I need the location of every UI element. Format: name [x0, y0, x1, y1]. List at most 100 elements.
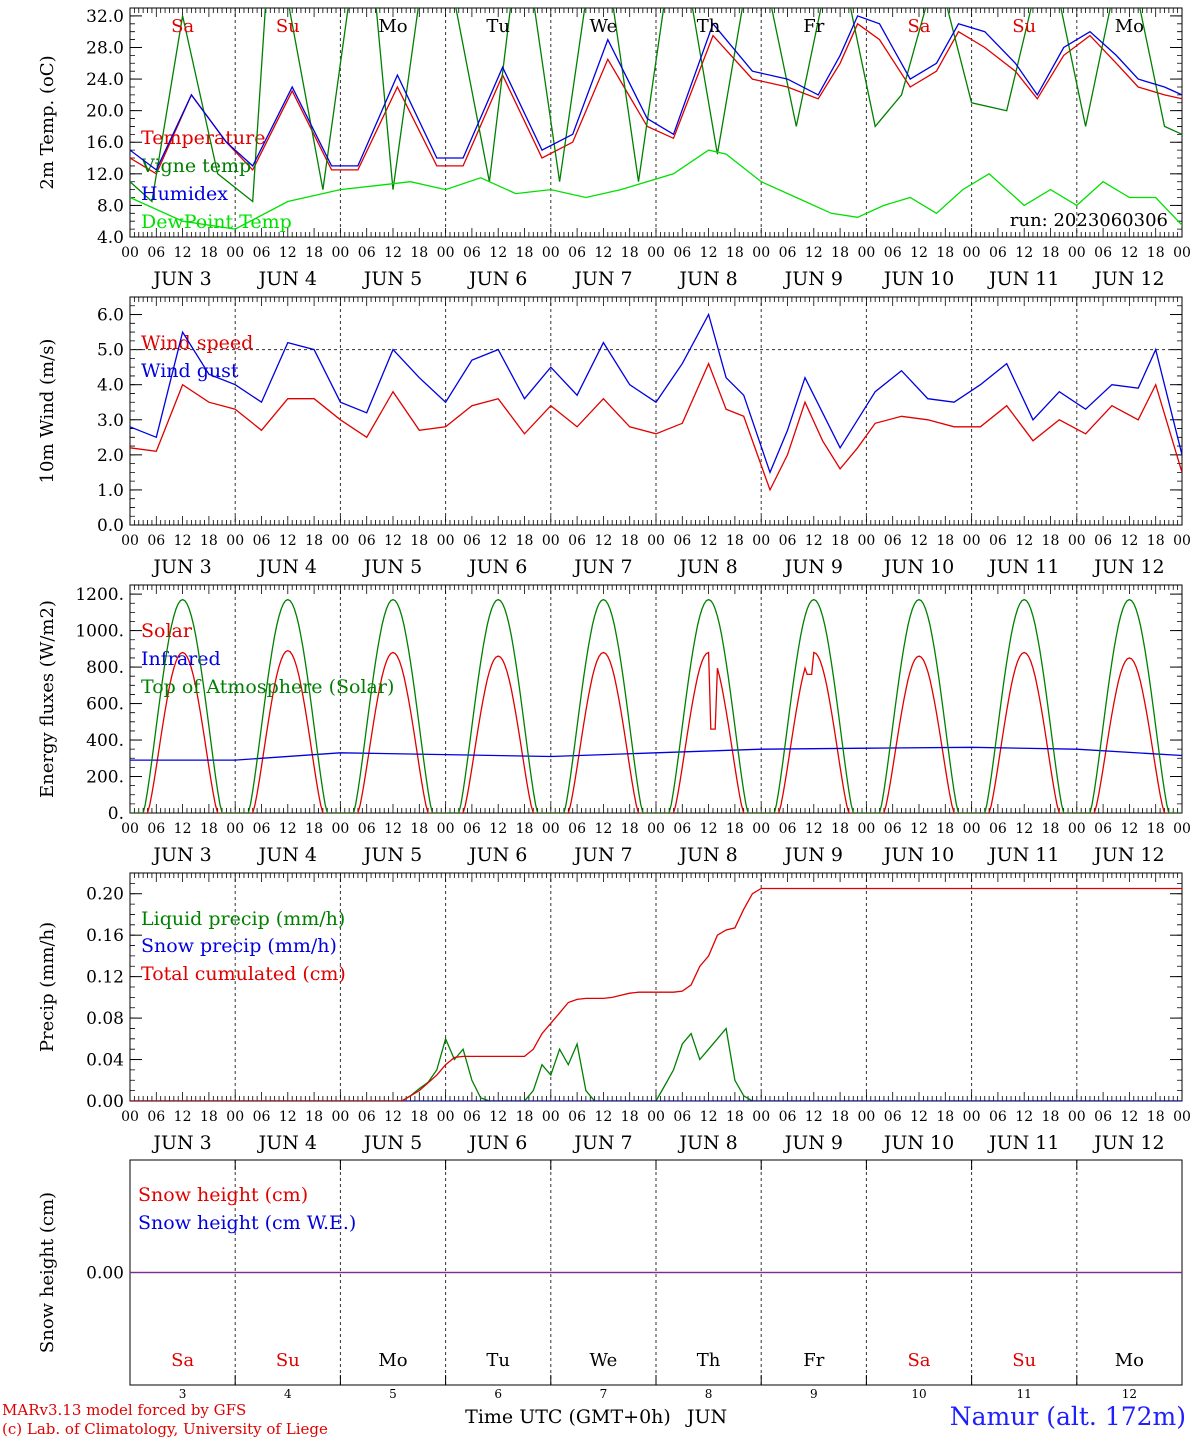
hour-tick-label: 00 [226, 245, 244, 261]
hour-tick-label: 12 [1120, 821, 1138, 837]
day-name-label: Sa [171, 16, 194, 37]
hour-tick-label: 12 [805, 821, 823, 837]
panel-3: 0. 200. 400. 600. 800. 1000. 1200. Energy fluxe… [37, 584, 1191, 866]
hour-tick-label: 06 [1094, 1109, 1112, 1125]
hour-tick-label: 12 [910, 821, 928, 837]
hour-tick-label: 00 [647, 1109, 665, 1125]
y-axis-label: Snow height (cm) [37, 1192, 58, 1353]
hour-tick-label: 06 [673, 533, 691, 549]
y-tick-label: 4.0 [97, 228, 124, 248]
hour-tick-label: 00 [1068, 533, 1086, 549]
series-total-cumulated-cm--line [130, 887, 1182, 1101]
hour-tick-label: 00 [1068, 1109, 1086, 1125]
y-tick-label: 1200. [75, 585, 124, 605]
day-name-label: Su [1012, 16, 1036, 37]
day-name-label: Su [1012, 1350, 1036, 1371]
day-name-label: Sa [907, 1350, 930, 1371]
hour-tick-label: 18 [621, 533, 639, 549]
day-number-label: 11 [1017, 1387, 1032, 1401]
hour-tick-label: 00 [752, 1109, 770, 1125]
hour-tick-label: 00 [1173, 245, 1191, 261]
hour-tick-label: 06 [779, 533, 797, 549]
y-axis-label: Precip (mm/h) [37, 922, 58, 1052]
hour-tick-label: 18 [410, 1109, 428, 1125]
hour-tick-label: 12 [1015, 1109, 1033, 1125]
hour-tick-label: 00 [437, 821, 455, 837]
day-name-label: Mo [1115, 1350, 1144, 1371]
date-label: JUN 6 [467, 844, 527, 866]
series-top-of-atmosphere-solar--line [130, 598, 1182, 813]
y-tick-label: 0.16 [86, 926, 124, 946]
hour-tick-label: 06 [147, 1109, 165, 1125]
hour-tick-label: 18 [621, 245, 639, 261]
hour-tick-label: 12 [700, 1109, 718, 1125]
hour-tick-label: 18 [621, 821, 639, 837]
hour-ticks [129, 585, 1183, 813]
date-label: JUN 4 [257, 268, 317, 290]
hour-tick-label: 00 [1068, 245, 1086, 261]
day-name-label: Mo [378, 16, 407, 37]
y-tick-label: 20.0 [86, 102, 124, 122]
hour-tick-label: 00 [121, 1109, 139, 1125]
day-name-label: Mo [378, 1350, 407, 1371]
date-label: JUN 12 [1092, 844, 1164, 866]
hour-tick-label: 00 [1173, 533, 1191, 549]
series-dewpoint-temp-line [130, 149, 1182, 230]
hour-tick-label: 12 [1015, 821, 1033, 837]
hour-tick-label: 12 [1120, 533, 1138, 549]
hour-tick-label: 12 [489, 821, 507, 837]
legend-entry: Wind speed [141, 332, 253, 354]
hour-tick-label: 00 [857, 533, 875, 549]
hour-tick-label: 18 [516, 533, 534, 549]
y-tick-label: 400. [86, 731, 124, 751]
hour-tick-label: 06 [673, 245, 691, 261]
hour-tick-label: 12 [489, 1109, 507, 1125]
day-name-label: Th [697, 1350, 721, 1371]
hour-tick-label: 00 [331, 821, 349, 837]
hour-tick-label: 18 [200, 1109, 218, 1125]
y-tick-label: 16.0 [86, 133, 124, 153]
hour-tick-label: 18 [410, 245, 428, 261]
hour-tick-label: 12 [489, 533, 507, 549]
date-label: JUN 10 [882, 556, 954, 578]
hour-tick-label: 00 [963, 1109, 981, 1125]
hour-tick-label: 12 [700, 533, 718, 549]
y-tick-label: 0.12 [86, 968, 124, 988]
day-number-label: 9 [810, 1387, 818, 1401]
hour-tick-label: 18 [1042, 245, 1060, 261]
date-label: JUN 12 [1092, 556, 1164, 578]
day-name-label: Fr [803, 16, 824, 37]
hour-tick-label: 06 [568, 245, 586, 261]
hour-tick-label: 06 [358, 821, 376, 837]
y-tick-label: 1.0 [97, 481, 124, 501]
date-label: JUN 10 [882, 1132, 954, 1154]
hour-tick-label: 12 [174, 533, 192, 549]
y-tick-label: 0. [108, 804, 124, 824]
y-tick-label: 800. [86, 658, 124, 678]
hour-tick-label: 12 [384, 245, 402, 261]
day-name-label: We [590, 1350, 618, 1371]
hour-tick-label: 06 [463, 245, 481, 261]
date-label: JUN 3 [151, 556, 211, 578]
day-number-label: 6 [494, 1387, 502, 1401]
hour-tick-label: 06 [884, 821, 902, 837]
date-label: JUN 12 [1092, 268, 1164, 290]
y-minor-ticks [130, 296, 1182, 526]
legend-entry: Top of Atmosphere (Solar) [141, 676, 394, 698]
day-name-label: Mo [1115, 16, 1144, 37]
hour-ticks [129, 8, 1183, 237]
y-tick-label: 0.20 [86, 885, 124, 905]
day-number-label: 8 [705, 1387, 713, 1401]
hour-tick-label: 12 [594, 821, 612, 837]
hour-tick-label: 12 [279, 245, 297, 261]
hour-tick-label: 18 [200, 245, 218, 261]
day-number-label: 4 [284, 1387, 292, 1401]
hour-tick-label: 12 [174, 245, 192, 261]
hour-ticks [129, 297, 1183, 525]
hour-tick-label: 12 [910, 533, 928, 549]
hour-tick-label: 18 [1042, 1109, 1060, 1125]
y-tick-label: 600. [86, 695, 124, 715]
date-label: JUN 8 [677, 1132, 737, 1154]
y-minor-ticks [130, 7, 1182, 238]
x-axis-label: Time UTC (GMT+0h) [465, 1406, 671, 1428]
